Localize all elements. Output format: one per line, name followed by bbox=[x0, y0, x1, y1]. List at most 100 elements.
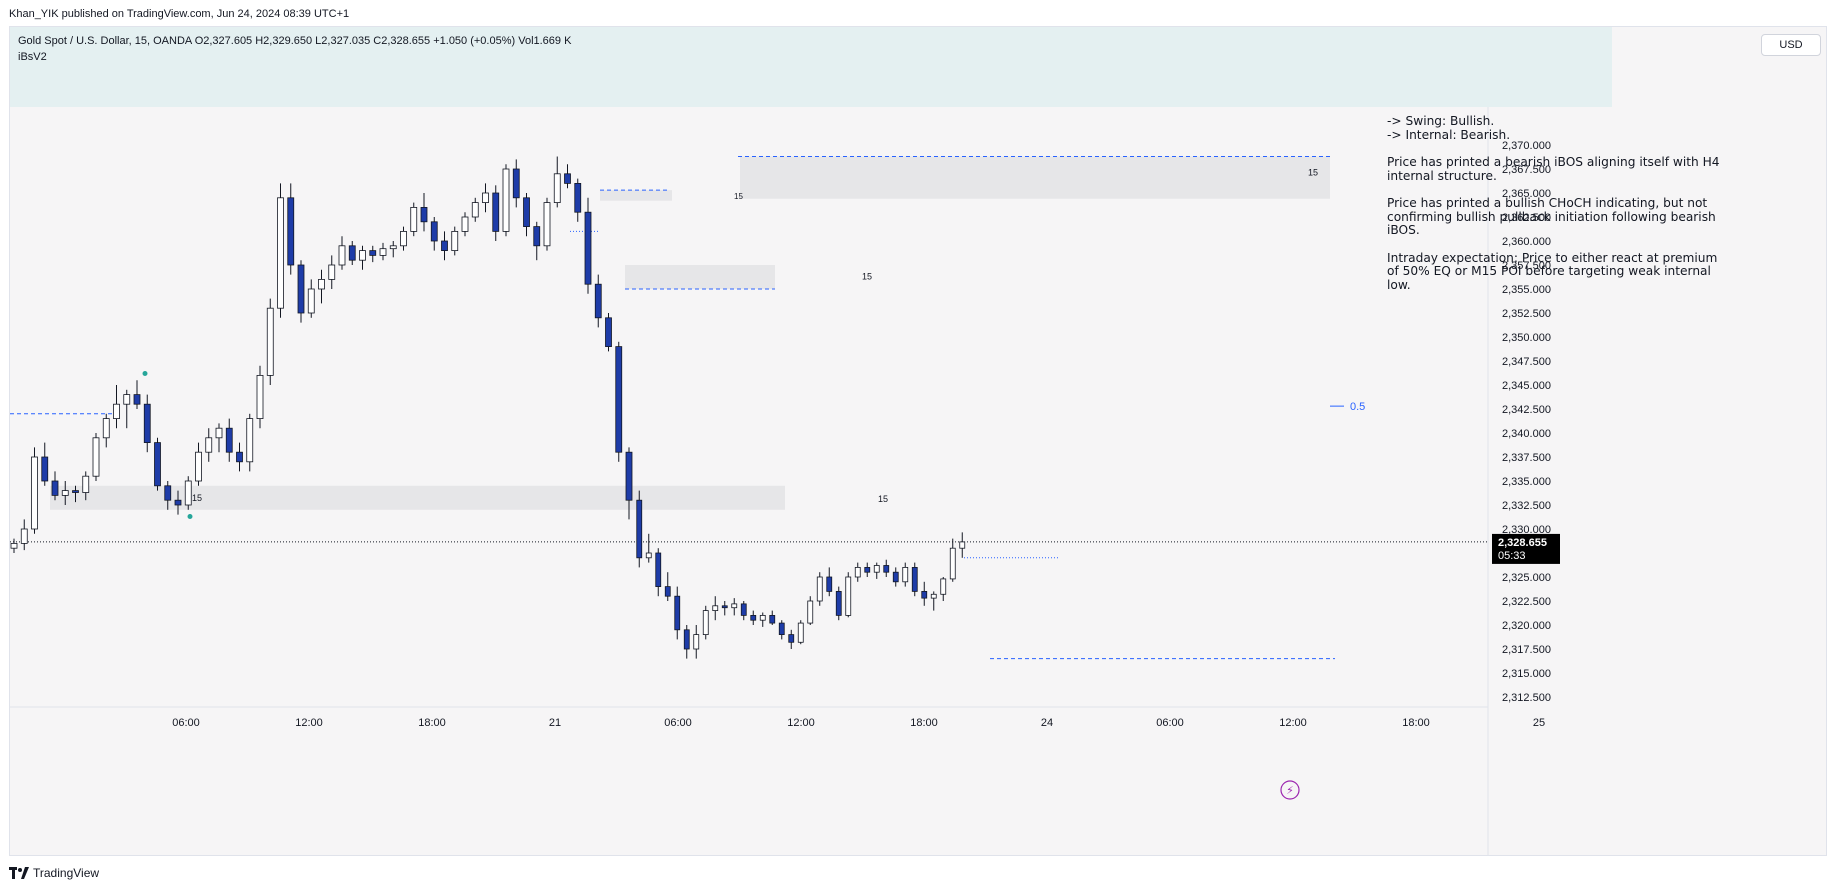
candle-15 bbox=[164, 485, 172, 501]
candle-40 bbox=[420, 206, 428, 223]
price-chart[interactable]: 15 15 15 15 15 0.5 2,312.500 2,315.000 2,317.500… bbox=[10, 27, 1827, 856]
x-tick-label: 06:00 bbox=[664, 717, 692, 729]
candle-31 bbox=[328, 264, 336, 280]
candle-57 bbox=[594, 283, 602, 319]
candle-2 bbox=[31, 456, 38, 530]
candle-23 bbox=[246, 418, 254, 463]
publish-header: Khan_YIK published on TradingView.com, J… bbox=[0, 0, 1835, 26]
candle-11 bbox=[123, 394, 131, 405]
currency-button[interactable]: USD bbox=[1761, 34, 1821, 56]
y-tick-label: 2,342.500 bbox=[1502, 404, 1551, 416]
x-tick-label: 12:00 bbox=[1279, 717, 1307, 729]
poi-zone-top bbox=[740, 156, 1330, 199]
candle-17 bbox=[184, 480, 192, 506]
y-tick-label: 2,360.000 bbox=[1502, 236, 1551, 248]
swing-low-dot bbox=[187, 514, 193, 520]
candle-38 bbox=[400, 230, 407, 247]
candle-16 bbox=[174, 499, 182, 506]
eq-label: 0.5 bbox=[1350, 401, 1365, 413]
candle-s2-32 bbox=[940, 578, 947, 595]
candle-s2-23 bbox=[854, 567, 861, 578]
candle-s2-25 bbox=[873, 565, 880, 573]
candle-s2-3 bbox=[664, 586, 671, 597]
candle-3 bbox=[41, 456, 49, 482]
candle-0 bbox=[10, 543, 18, 549]
candle-32 bbox=[338, 245, 346, 266]
y-tick-label: 2,347.500 bbox=[1502, 356, 1551, 368]
candle-24 bbox=[256, 374, 264, 419]
candle-36 bbox=[379, 248, 387, 256]
y-tick-label: 2,340.000 bbox=[1502, 428, 1551, 440]
candle-53 bbox=[553, 173, 561, 204]
candle-s2-33 bbox=[949, 547, 956, 580]
y-tick-label: 2,355.000 bbox=[1502, 284, 1551, 296]
candle-46 bbox=[482, 192, 489, 204]
zone-label-mid: 15 bbox=[862, 271, 872, 281]
candle-s2-22 bbox=[845, 576, 852, 616]
lightning-glyph: ⚡ bbox=[1286, 785, 1294, 797]
candle-6 bbox=[72, 490, 79, 493]
y-tick-label: 2,322.500 bbox=[1502, 596, 1551, 608]
note-choch: Price has printed a bullish CHoCH indica… bbox=[1387, 196, 1716, 237]
x-tick-label: 21 bbox=[549, 717, 561, 729]
swing-high-dot bbox=[142, 370, 148, 376]
footer: TradingView bbox=[9, 866, 99, 880]
last-price-tag bbox=[1492, 533, 1560, 564]
candle-s2-0 bbox=[636, 499, 643, 559]
candle-45 bbox=[471, 202, 479, 218]
y-tick-label: 2,345.000 bbox=[1502, 380, 1551, 392]
candle-39 bbox=[410, 206, 418, 232]
candle-18 bbox=[195, 451, 202, 482]
candle-s2-17 bbox=[797, 622, 804, 643]
chart-frame[interactable]: 15 15 15 15 15 0.5 2,312.500 2,315.000 2,317.500… bbox=[9, 26, 1827, 856]
y-tick-label: 2,315.000 bbox=[1502, 668, 1551, 680]
analysis-notes: -> Swing: Bullish. -> Internal: Bearish.… bbox=[1387, 114, 1727, 306]
candle-s2-5 bbox=[683, 629, 690, 650]
candle-8 bbox=[92, 437, 100, 477]
x-tick-label: 06:00 bbox=[1156, 717, 1184, 729]
candle-13 bbox=[143, 403, 151, 444]
candle-s2-14 bbox=[769, 615, 776, 624]
note-expectation: Intraday expectation: Price to either re… bbox=[1387, 250, 1718, 292]
candle-56 bbox=[584, 211, 592, 285]
candle-s2-24 bbox=[864, 567, 871, 573]
candle-20 bbox=[215, 427, 223, 439]
candle-60 bbox=[625, 451, 633, 501]
candle-s2-2 bbox=[655, 552, 662, 587]
candle-s2-10 bbox=[731, 603, 738, 609]
y-tick-label: 2,335.000 bbox=[1502, 476, 1551, 488]
candle-22 bbox=[236, 451, 243, 463]
countdown-label: 05:33 bbox=[1498, 550, 1526, 562]
publish-line: Khan_YIK published on TradingView.com, J… bbox=[9, 8, 350, 20]
candle-28 bbox=[297, 264, 305, 314]
candle-25 bbox=[266, 307, 274, 376]
candle-s2-11 bbox=[740, 603, 747, 616]
y-tick-label: 2,320.000 bbox=[1502, 620, 1551, 632]
candle-35 bbox=[369, 250, 377, 256]
x-tick-label: 06:00 bbox=[172, 717, 200, 729]
candle-48 bbox=[502, 168, 510, 232]
candle-50 bbox=[523, 197, 530, 228]
candle-34 bbox=[359, 250, 366, 261]
candle-43 bbox=[451, 230, 459, 251]
candle-s2-6 bbox=[693, 634, 700, 650]
candle-58 bbox=[605, 317, 612, 347]
candle-9 bbox=[102, 418, 110, 439]
candle-42 bbox=[441, 240, 448, 252]
indicator-legend[interactable]: iBsV2 bbox=[18, 51, 47, 63]
candle-59 bbox=[615, 346, 623, 453]
candle-26 bbox=[277, 197, 284, 309]
candle-s2-8 bbox=[712, 605, 719, 611]
candle-37 bbox=[389, 245, 397, 250]
y-tick-label: 2,337.500 bbox=[1502, 452, 1551, 464]
candle-54 bbox=[564, 173, 571, 184]
x-tick-label: 12:00 bbox=[295, 717, 323, 729]
candle-19 bbox=[205, 437, 213, 453]
candle-30 bbox=[318, 278, 325, 290]
x-tick-label: 25 bbox=[1533, 717, 1545, 729]
symbol-legend[interactable]: Gold Spot / U.S. Dollar, 15, OANDA O2,32… bbox=[18, 35, 572, 47]
candle-s2-18 bbox=[807, 600, 814, 624]
x-tick-label: 18:00 bbox=[910, 717, 938, 729]
zone-label-low: 15 bbox=[878, 494, 888, 504]
tradingview-logo-icon bbox=[9, 867, 29, 879]
